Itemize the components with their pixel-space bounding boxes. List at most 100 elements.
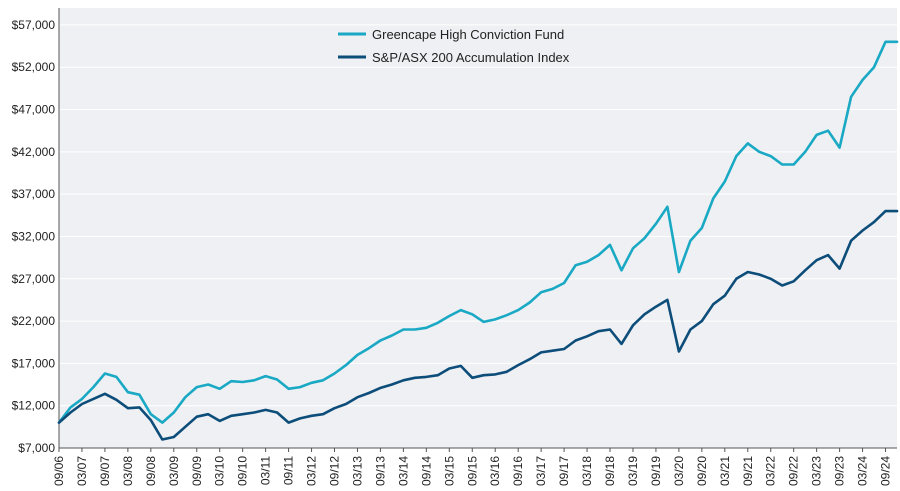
series-1-point — [459, 365, 462, 367]
series-0-point — [104, 372, 106, 375]
series-0-point — [655, 222, 657, 225]
series-1-point — [299, 417, 301, 420]
series-0-point — [574, 264, 577, 267]
series-0-point — [689, 239, 692, 242]
series-1-point — [58, 421, 60, 424]
series-1-point — [138, 406, 141, 409]
series-1-point — [781, 284, 784, 287]
x-tick-label: 03/10 — [213, 456, 227, 486]
y-tick-label: $52,000 — [12, 60, 56, 74]
series-1-point — [563, 348, 565, 350]
series-0-point — [241, 381, 244, 383]
series-0-point — [127, 391, 129, 393]
series-1-point — [218, 420, 221, 422]
axes: $7,000 $12,000 $17,000 $22,000 $27,000 $32,00… — [12, 8, 897, 486]
x-tick-label: 09/18 — [603, 456, 617, 486]
series-1-point — [333, 407, 336, 410]
x-tick-label: 09/12 — [328, 456, 342, 486]
series-0-point — [276, 378, 278, 381]
series-1-point — [414, 376, 416, 379]
series-0-point — [815, 134, 818, 136]
series-0-point — [161, 421, 164, 424]
x-tick-label: 03/17 — [534, 456, 548, 486]
series-1-point — [92, 398, 95, 400]
series-0-point — [207, 383, 210, 386]
series-1-point — [287, 421, 290, 424]
series-0-point — [505, 314, 508, 316]
series-0-point — [494, 318, 497, 321]
y-tick-label: $37,000 — [12, 187, 56, 201]
series-0-point — [609, 244, 611, 246]
series-0-point — [861, 79, 864, 81]
x-tick-label: 09/13 — [373, 456, 387, 486]
series-0-point — [551, 288, 554, 290]
legend-label-1: S&P/ASX 200 Accumulation Index — [372, 50, 570, 65]
series-0-point — [666, 206, 669, 208]
series-1-point — [632, 324, 634, 327]
series-0-point — [563, 282, 565, 284]
series-lines — [57, 40, 899, 441]
series-1-point — [115, 398, 118, 401]
series-0-point — [264, 375, 267, 377]
series-1-point — [643, 313, 646, 316]
series-1-point — [379, 387, 382, 389]
x-tick-label: 09/08 — [144, 456, 158, 486]
x-tick-label: 03/12 — [305, 456, 319, 486]
x-tick-label: 03/19 — [626, 456, 640, 486]
series-1-point — [678, 350, 680, 353]
series-0-point — [195, 386, 198, 388]
series-0-point — [884, 41, 887, 43]
series-1-point — [345, 403, 347, 405]
series-1-point — [81, 403, 83, 405]
x-tick-label: 09/20 — [695, 456, 709, 486]
series-1-point — [597, 330, 600, 333]
y-tick-label: $57,000 — [12, 18, 56, 32]
series-1-point — [448, 367, 451, 370]
series-0-point — [356, 354, 359, 356]
series-1-point — [758, 273, 761, 276]
series-0-point — [850, 96, 852, 98]
x-tick-label: 03/11 — [259, 456, 273, 485]
series-1-point — [815, 259, 818, 261]
x-tick-label: 09/16 — [511, 456, 525, 486]
series-1-point — [276, 411, 278, 414]
series-1-point — [735, 277, 738, 280]
series-1-point — [689, 328, 692, 331]
series-0-point — [437, 321, 439, 324]
series-1-point — [402, 379, 405, 382]
x-tick-label: 03/15 — [442, 456, 456, 486]
series-1-point — [884, 210, 887, 212]
x-tick-label: 09/22 — [787, 456, 801, 486]
series-1-point — [873, 221, 875, 223]
x-tick-label: 03/22 — [764, 456, 778, 486]
series-0-point — [81, 398, 83, 400]
series-0-point — [322, 379, 324, 382]
x-tick-label: 09/15 — [465, 456, 479, 486]
x-tick-label: 03/23 — [810, 456, 824, 486]
x-tick-label: 03/14 — [396, 456, 410, 486]
series-1-point — [241, 413, 244, 415]
series-0-point — [769, 155, 772, 157]
series-1-point — [264, 409, 267, 411]
series-0-point — [218, 387, 221, 390]
series-0-point — [115, 376, 118, 378]
y-tick-label: $42,000 — [12, 145, 56, 159]
series-0-point — [138, 393, 141, 396]
series-1-point — [391, 383, 393, 386]
series-0-point — [310, 382, 313, 384]
series-1-point — [528, 358, 531, 360]
x-tick-label: 09/19 — [649, 456, 663, 486]
series-1-point — [310, 415, 313, 417]
series-1-point — [437, 374, 439, 377]
series-1-point — [746, 271, 749, 273]
series-0-point — [735, 155, 738, 157]
x-tick-label: 09/24 — [879, 456, 893, 486]
series-0-point — [150, 413, 152, 415]
x-tick-label: 09/21 — [741, 456, 755, 486]
y-tick-label: $22,000 — [12, 314, 56, 328]
series-1-point — [769, 277, 772, 280]
series-1-point — [69, 411, 72, 414]
legend-label-0: Greencape High Conviction Fund — [372, 27, 564, 42]
